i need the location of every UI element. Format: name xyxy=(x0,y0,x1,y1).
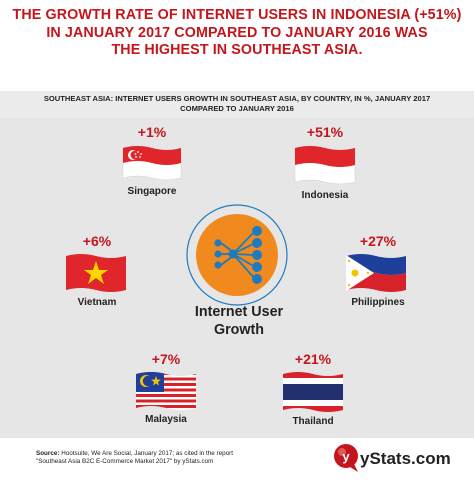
logo-letter: y xyxy=(342,449,350,464)
growth-value-thailand: +21% xyxy=(294,351,332,367)
network-nodes xyxy=(214,226,262,284)
country-thailand: +21% xyxy=(253,351,373,367)
source-label: Source: xyxy=(36,450,60,457)
country-philippines-label: Philippines xyxy=(318,297,438,309)
philippines-flag-icon xyxy=(346,254,406,292)
country-indonesia: +51% xyxy=(265,124,385,140)
growth-value-singapore: +1% xyxy=(137,124,167,140)
country-singapore: +1% xyxy=(92,124,212,140)
hub-label: Internet User Growth xyxy=(175,303,303,339)
title-line-3: THE HIGHEST IN SOUTHEAST ASIA. xyxy=(111,42,363,58)
country-indonesia-label: Indonesia xyxy=(265,190,385,202)
title-line-1: THE GROWTH RATE OF INTERNET USERS IN IND… xyxy=(12,7,462,23)
ystats-logo-icon: y xyxy=(334,444,358,472)
country-malaysia: +7% xyxy=(106,351,226,367)
hub-outer-ring xyxy=(186,204,288,306)
chart-subtitle: SOUTHEAST ASIA: INTERNET USERS GROWTH IN… xyxy=(0,94,474,113)
hub-label-line-1: Internet User xyxy=(194,304,284,320)
indonesia-flag-icon xyxy=(294,145,356,185)
country-vietnam-label: Vietnam xyxy=(37,297,157,309)
country-malaysia-label: Malaysia xyxy=(106,414,226,426)
hub-label-line-2: Growth xyxy=(213,322,265,338)
country-name-malaysia: Malaysia xyxy=(145,414,187,425)
growth-value-vietnam: +6% xyxy=(82,233,112,249)
country-name-singapore: Singapore xyxy=(127,186,177,197)
country-name-thailand: Thailand xyxy=(292,416,334,427)
growth-value-malaysia: +7% xyxy=(151,351,181,367)
growth-value-indonesia: +51% xyxy=(306,124,344,140)
page-title: THE GROWTH RATE OF INTERNET USERS IN IND… xyxy=(0,7,474,60)
country-singapore-label: Singapore xyxy=(92,186,212,198)
growth-value-philippines: +27% xyxy=(359,233,397,249)
title-line-2: IN JANUARY 2017 COMPARED TO JANUARY 2016… xyxy=(46,24,428,41)
malaysia-flag-icon xyxy=(136,372,196,410)
country-name-vietnam: Vietnam xyxy=(77,297,117,308)
brand-name[interactable]: yStats.com xyxy=(360,449,451,468)
country-name-philippines: Philippines xyxy=(351,297,405,308)
thailand-flag-icon xyxy=(283,372,343,412)
source-line-1: Hootsuite, We Are Social, January 2017; … xyxy=(61,450,233,457)
header-panel xyxy=(0,0,474,91)
vietnam-flag-icon xyxy=(66,254,126,292)
country-name-indonesia: Indonesia xyxy=(301,190,349,201)
footer-panel xyxy=(0,438,474,493)
singapore-flag-icon xyxy=(122,145,182,181)
subtitle-line-2: COMPARED TO JANUARY 2016 xyxy=(180,103,294,113)
subtitle-line-1: SOUTHEAST ASIA: INTERNET USERS GROWTH IN… xyxy=(43,94,431,103)
source-line-2: "Southeast Asia B2C E-Commerce Market 20… xyxy=(36,458,214,465)
country-thailand-label: Thailand xyxy=(253,416,373,428)
country-vietnam: +6% xyxy=(37,233,157,249)
country-philippines: +27% xyxy=(318,233,438,249)
source-note: Source: Hootsuite, We Are Social, Januar… xyxy=(36,450,326,466)
